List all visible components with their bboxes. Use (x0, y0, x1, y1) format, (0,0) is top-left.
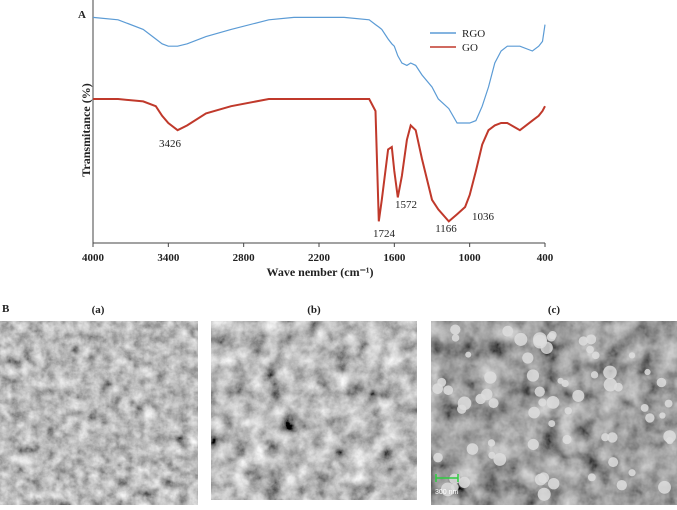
panel-label: A (78, 9, 86, 21)
y-axis-title: Transmitance (%) (79, 83, 93, 176)
particle (607, 432, 618, 443)
particle (433, 452, 443, 463)
particle (548, 420, 556, 428)
particle (526, 369, 540, 382)
particle (562, 434, 572, 445)
particle (557, 377, 564, 384)
particle (603, 365, 617, 380)
particle (591, 351, 600, 360)
x-tick-label: 2800 (233, 252, 256, 264)
particle (528, 406, 540, 419)
x-tick-label: 2200 (308, 252, 331, 264)
image-label: (a) (92, 304, 105, 316)
particle (603, 378, 618, 392)
particle (481, 388, 493, 401)
x-axis-title: Wave nember (cm⁻¹) (266, 265, 373, 279)
image-label: (c) (548, 304, 561, 316)
sem-image (0, 321, 198, 505)
particle (493, 452, 507, 466)
line (92, 16, 546, 124)
particle (443, 385, 454, 396)
particle (432, 383, 443, 394)
particle (548, 478, 560, 490)
image-label: (b) (307, 304, 321, 316)
particle (659, 412, 666, 419)
particle (666, 437, 674, 445)
particle (608, 457, 619, 468)
line (93, 98, 546, 223)
peak-label: 1036 (472, 211, 495, 223)
peak-label: 1166 (435, 223, 457, 235)
particle (538, 398, 547, 407)
sem-image (211, 321, 417, 500)
particle (522, 352, 534, 364)
particle (502, 325, 514, 337)
particle (645, 413, 655, 423)
particle (587, 473, 596, 482)
particle (628, 469, 636, 477)
particle (533, 332, 547, 347)
particle (457, 404, 467, 414)
particle (572, 389, 585, 402)
peak-label: 1724 (373, 228, 396, 240)
particle (450, 483, 459, 492)
particle (578, 336, 588, 346)
x-tick-label: 1000 (459, 252, 482, 264)
panel-label: B (2, 303, 10, 315)
particle (628, 352, 636, 359)
particle (466, 443, 479, 455)
particle (590, 371, 599, 379)
particles (432, 324, 676, 501)
particle (601, 433, 610, 442)
particle (546, 332, 556, 342)
particle (527, 438, 539, 451)
x-tick-label: 1600 (383, 252, 406, 264)
x-tick-label: 400 (537, 252, 554, 264)
particle (451, 334, 460, 342)
particle (484, 371, 497, 384)
legend-label: GO (462, 42, 478, 54)
particle (537, 487, 551, 501)
particle (658, 480, 671, 494)
scale-bar-label: 300 nm (435, 489, 459, 496)
particle (546, 396, 560, 409)
particle (458, 476, 471, 489)
peak-label: 1572 (395, 199, 417, 211)
x-tick-label: 3400 (157, 252, 180, 264)
particle (640, 403, 649, 412)
particle (586, 345, 594, 354)
particle (664, 399, 673, 408)
particle (465, 351, 472, 358)
legend-label: RGO (462, 28, 485, 40)
particle (487, 439, 496, 447)
particle (534, 386, 545, 397)
particle (534, 473, 547, 486)
particle (488, 398, 499, 409)
particle (450, 324, 461, 335)
sem-image (431, 321, 677, 505)
x-tick-label: 4000 (82, 252, 105, 264)
particle (644, 368, 651, 376)
peak-label: 3426 (159, 138, 182, 150)
particle (564, 407, 572, 415)
particle (616, 479, 627, 491)
particle (586, 334, 597, 345)
particle (656, 377, 667, 388)
particle (514, 332, 528, 346)
particle (449, 473, 460, 485)
particle (488, 451, 496, 459)
